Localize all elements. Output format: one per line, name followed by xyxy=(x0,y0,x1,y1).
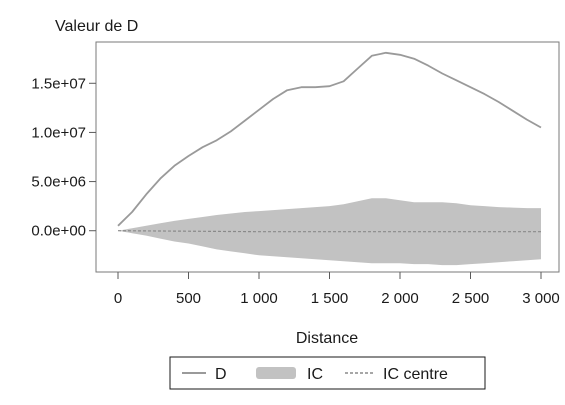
x-tick-label: 3 000 xyxy=(522,290,560,307)
legend: D IC IC centre xyxy=(169,356,486,390)
x-tick-label: 500 xyxy=(176,290,201,307)
x-tick-label: 2 000 xyxy=(381,290,419,307)
legend-label: IC centre xyxy=(383,366,448,383)
x-tick-label: 2 500 xyxy=(452,290,490,307)
legend-label: IC xyxy=(307,366,323,383)
x-axis-label: Distance xyxy=(296,330,358,347)
y-axis: 0.0e+00 5.0e+06 1.0e+07 1.5e+07 xyxy=(31,75,96,240)
series-line-d xyxy=(117,51,542,227)
y-tick-label: 0.0e+00 xyxy=(31,223,86,240)
x-axis: 0 500 1 000 1 500 2 000 2 500 3 000 xyxy=(114,272,560,307)
legend-label: D xyxy=(215,366,227,383)
chart-title: Valeur de D xyxy=(55,18,138,35)
legend-box xyxy=(169,356,486,390)
x-tick-label: 1 000 xyxy=(240,290,278,307)
series-layer xyxy=(117,51,542,266)
x-tick-label: 1 500 xyxy=(311,290,349,307)
series-line-ic-centre xyxy=(117,230,541,233)
plot-frame xyxy=(95,41,560,273)
x-tick-label: 0 xyxy=(114,290,122,307)
y-tick-label: 1.5e+07 xyxy=(31,75,86,92)
y-tick-label: 5.0e+06 xyxy=(31,174,86,191)
plot-area: 0.0e+00 5.0e+06 1.0e+07 1.5e+07 0 500 1 000 1 … xyxy=(31,41,560,307)
y-tick-label: 1.0e+07 xyxy=(31,124,86,141)
legend-swatch-ic xyxy=(256,367,296,379)
